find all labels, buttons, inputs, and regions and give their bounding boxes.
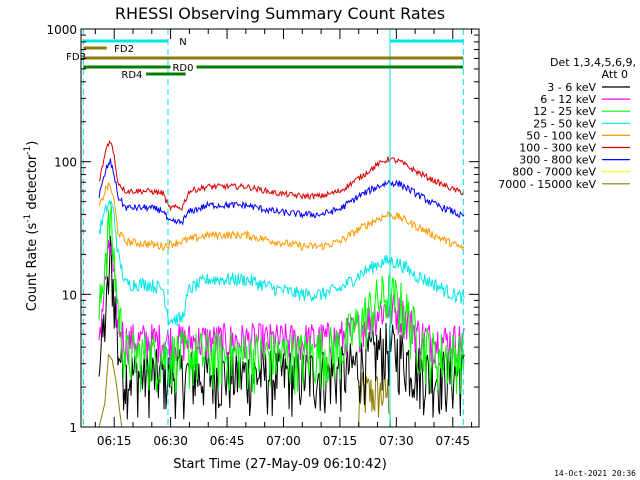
series-line-5: [98, 139, 465, 212]
bar-label-fd2: FD2: [114, 44, 134, 55]
x-tick-label: 06:15: [97, 434, 132, 448]
bar-label-rd4: RD4: [121, 70, 142, 81]
series-line-2: [98, 205, 465, 395]
x-tick-label: 07:45: [435, 434, 470, 448]
legend-label-6: 300 - 800 keV: [519, 154, 596, 167]
legend-label-2: 12 - 25 keV: [533, 105, 596, 118]
bar-label-fd3: FD3: [66, 52, 86, 63]
plot-frame: [80, 28, 480, 428]
x-axis-label: Start Time (27-May-09 06:10:42): [173, 457, 387, 472]
legend-header-1: Det 1,3,4,5,6,9,: [550, 56, 636, 69]
legend-header-2: Att 0: [602, 68, 628, 81]
x-tick-label: 06:30: [153, 434, 188, 448]
timestamp: 14-Oct-2021 20:36: [554, 469, 636, 478]
bar-label-rd0: RD0: [172, 63, 193, 74]
legend-label-3: 25 - 50 keV: [533, 117, 596, 130]
legend-label-5: 100 - 300 keV: [519, 142, 596, 155]
series-line-4: [98, 182, 465, 252]
x-tick-label: 07:30: [379, 434, 414, 448]
bar-label-bg-rd0: [170, 62, 197, 72]
x-tick-label: 07:15: [323, 434, 358, 448]
bar-label-n: N: [179, 37, 186, 48]
y-tick-label: 1: [69, 421, 77, 435]
legend-label-8: 7000 - 15000 keV: [498, 178, 596, 191]
x-tick-label: 07:00: [266, 434, 301, 448]
y-tick-label: 10: [62, 288, 77, 302]
chart-title: RHESSI Observing Summary Count Rates: [115, 4, 445, 23]
series-line-0: [98, 235, 465, 420]
series-line-3: [98, 200, 465, 326]
y-axis-label: Count Rate (s-1 detector-1): [23, 141, 40, 312]
y-tick-label: 100: [54, 156, 77, 170]
y-tick-label: 1000: [46, 23, 77, 37]
legend-label-0: 3 - 6 keV: [547, 81, 596, 94]
legend-label-1: 6 - 12 keV: [540, 93, 596, 106]
legend-label-4: 50 - 100 keV: [526, 129, 596, 142]
legend-label-7: 800 - 7000 keV: [512, 166, 596, 179]
x-tick-label: 06:45: [210, 434, 245, 448]
series-line-6: [98, 158, 465, 226]
